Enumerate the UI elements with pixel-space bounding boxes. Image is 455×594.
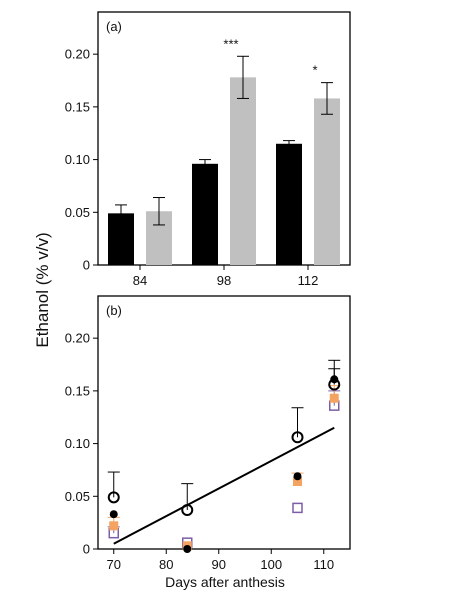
y-axis-title: Ethanol (% v/v) xyxy=(33,232,52,347)
x-tick-label: 90 xyxy=(212,557,226,572)
data-point xyxy=(181,503,194,516)
x-tick-label: 110 xyxy=(313,557,334,572)
y-tick-label: 0.10 xyxy=(65,436,90,451)
y-tick-label: 0.10 xyxy=(65,152,90,167)
y-tick-label: 0 xyxy=(83,258,90,273)
x-axis-title: Days after anthesis xyxy=(165,574,285,590)
y-tick-label: 0.20 xyxy=(65,47,90,62)
panel-b: (b) 0 0.05 0.10 0.15 0.20 70 80 90 100 110 xyxy=(65,295,351,572)
data-point xyxy=(292,502,303,514)
data-point xyxy=(291,431,304,444)
y-tick-label: 0.05 xyxy=(65,205,90,220)
data-point xyxy=(109,510,118,519)
data-point xyxy=(293,477,302,487)
regression-line xyxy=(113,426,335,545)
bar xyxy=(230,77,256,265)
significance-marker: *** xyxy=(223,36,238,51)
bar xyxy=(276,143,302,265)
data-point xyxy=(329,393,339,403)
x-tick-label: 98 xyxy=(217,273,231,288)
data-point xyxy=(109,521,119,531)
x-tick-label: 80 xyxy=(159,557,173,572)
data-point xyxy=(293,472,302,481)
panel-label: (b) xyxy=(106,303,122,318)
significance-marker: * xyxy=(312,63,317,78)
x-tick-label: 112 xyxy=(298,273,319,288)
y-tick-label: 0 xyxy=(83,542,90,557)
data-point xyxy=(107,491,120,504)
bar xyxy=(314,98,340,265)
data-point xyxy=(183,545,192,553)
plot-frame xyxy=(97,295,351,550)
y-tick-label: 0.15 xyxy=(65,99,90,114)
panel-a: (a) 0 0.05 0.10 0.15 0.20 84 98 *** 112 * xyxy=(65,11,351,288)
x-tick-label: 100 xyxy=(260,557,282,572)
data-point xyxy=(328,378,341,391)
y-tick-label: 0.05 xyxy=(65,489,90,504)
panel-label: (a) xyxy=(106,19,122,34)
y-tick-label: 0.15 xyxy=(65,383,90,398)
y-tick-label: 0.20 xyxy=(65,331,90,346)
x-tick-label: 70 xyxy=(107,557,121,572)
x-tick-label: 84 xyxy=(133,273,147,288)
bar xyxy=(192,163,218,265)
